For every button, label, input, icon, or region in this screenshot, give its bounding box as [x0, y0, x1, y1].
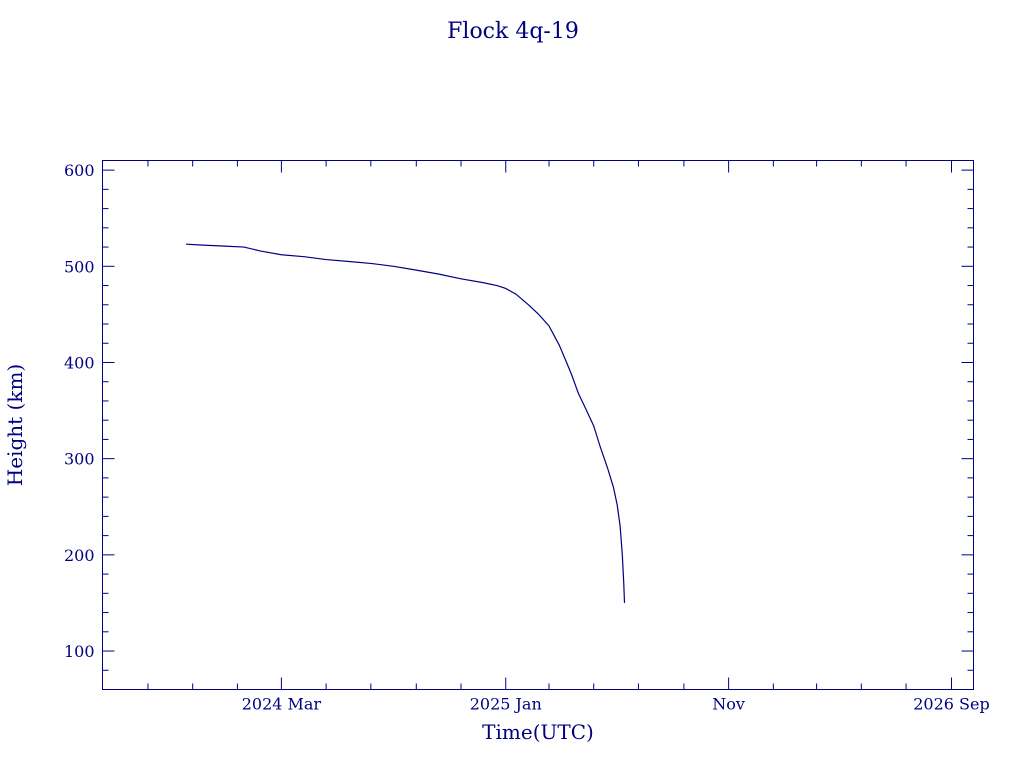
y-tick-label: 600 [64, 161, 95, 180]
x-tick-label: 2026 Sep [913, 695, 989, 714]
major-ticks [102, 160, 974, 690]
y-axis-label: Height (km) [3, 364, 27, 486]
y-tick-label: 400 [64, 353, 95, 372]
y-tick-label: 300 [64, 450, 95, 469]
y-tick-labels: 100 200 300 400 500 600 [64, 161, 95, 661]
height-series-line [186, 243, 626, 603]
minor-ticks [102, 160, 974, 690]
y-tick-label: 100 [64, 642, 95, 661]
x-tick-label: Nov [712, 695, 745, 714]
x-tick-labels: 2024 Mar 2025 Jan Nov 2026 Sep [242, 695, 990, 714]
chart-title: Flock 4q-19 [447, 19, 579, 44]
y-tick-label: 500 [64, 257, 95, 276]
x-tick-label: 2025 Jan [470, 695, 542, 714]
y-tick-label: 200 [64, 546, 95, 565]
plot-frame [102, 160, 974, 690]
x-tick-label: 2024 Mar [242, 695, 322, 714]
x-axis-label: Time(UTC) [482, 720, 594, 744]
